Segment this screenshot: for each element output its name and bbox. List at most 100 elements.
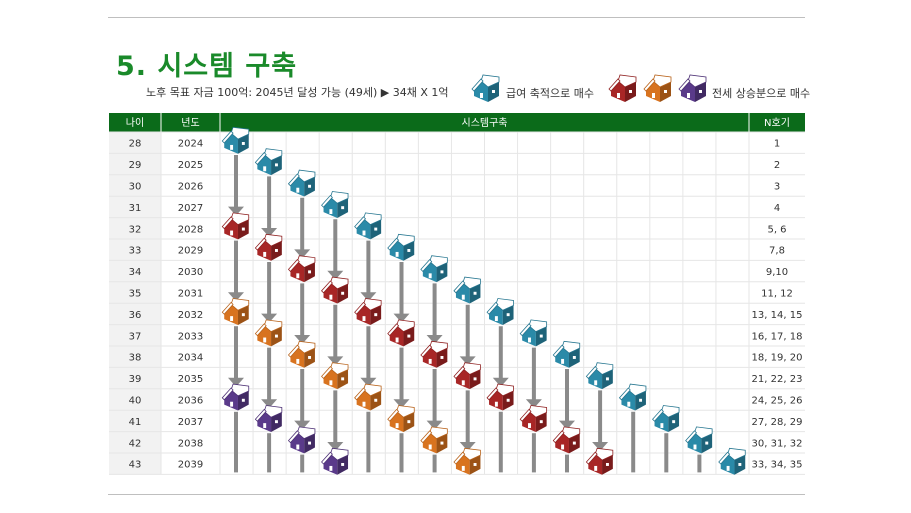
bottom-divider (108, 494, 805, 495)
cell-house-no: 4 (774, 203, 780, 214)
house-icon (254, 405, 283, 432)
arrow-head (393, 313, 410, 323)
house-icon (387, 319, 415, 347)
cell-year: 2031 (178, 289, 203, 300)
house-icon (354, 212, 382, 240)
house-icon (486, 298, 514, 325)
house-icon (287, 340, 316, 368)
cell-year: 2037 (178, 417, 203, 428)
cell-house-no: 9,10 (766, 267, 788, 278)
house-icon (420, 255, 448, 283)
arrow-head (525, 399, 542, 409)
arrows (228, 155, 702, 473)
cell-age: 28 (129, 139, 142, 150)
arrow-head (294, 249, 311, 259)
header-house-no: N호기 (764, 117, 790, 129)
house-icon (519, 319, 548, 347)
cell-age: 35 (129, 289, 142, 300)
cell-age: 42 (129, 438, 142, 449)
arrow-head (327, 356, 344, 366)
header-age: 나이 (126, 117, 144, 129)
cell-house-no: 5, 6 (767, 224, 786, 235)
cell-age: 32 (129, 224, 142, 235)
arrow-head (294, 420, 311, 430)
arrow-head (393, 399, 410, 409)
arrow-head (261, 228, 278, 237)
house-icon (387, 405, 415, 432)
arrow-head (327, 270, 344, 280)
house-icon (321, 276, 349, 304)
house-icon (287, 426, 316, 454)
house-icon (387, 233, 415, 261)
page-title: 5. 시스템 구축 (116, 51, 298, 82)
house-icon (287, 255, 316, 283)
cell-year: 2026 (178, 182, 203, 193)
cell-house-no: 27, 28, 29 (752, 417, 803, 428)
cell-house-no: 1 (774, 139, 780, 150)
cell-year: 2025 (178, 160, 203, 171)
cell-age: 30 (129, 182, 142, 193)
cell-year: 2039 (178, 460, 203, 471)
house-icon (685, 426, 713, 454)
house-icon (718, 447, 746, 475)
cell-age: 36 (129, 310, 142, 321)
cell-age: 40 (129, 396, 142, 407)
arrow-head (261, 313, 278, 323)
house-icon (221, 126, 250, 154)
house-icon (354, 383, 382, 411)
house-icon (420, 340, 448, 368)
cell-year: 2030 (178, 267, 203, 278)
top-divider (108, 17, 805, 18)
arrow-head (360, 292, 377, 302)
house-icon (486, 383, 514, 411)
arrow-head (327, 442, 344, 451)
house-icon (618, 383, 647, 411)
house-icon (420, 426, 448, 454)
house-icon (221, 298, 250, 325)
arrow-head (459, 442, 476, 451)
cell-year: 2034 (178, 353, 203, 364)
house-icon (354, 298, 382, 325)
house-icon (652, 405, 680, 432)
arrow-head (360, 377, 377, 387)
arrow-head (228, 206, 244, 216)
arrow-head (559, 420, 575, 430)
arrow-head (426, 420, 443, 430)
cell-house-no: 30, 31, 32 (752, 438, 803, 449)
cell-house-no: 21, 22, 23 (752, 374, 803, 385)
cell-house-no: 2 (774, 160, 780, 171)
cell-house-no: 7,8 (769, 246, 785, 257)
arrow-head (492, 377, 509, 387)
house-icon (453, 276, 481, 304)
header-system: 시스템구축 (462, 117, 508, 129)
cell-year: 2038 (178, 438, 203, 449)
house-icon (321, 191, 349, 218)
cell-house-no: 18, 19, 20 (752, 353, 803, 364)
cell-year: 2036 (178, 396, 203, 407)
house-icon (321, 362, 349, 390)
header-year: 년도 (181, 117, 199, 129)
cell-age: 43 (129, 460, 142, 471)
cell-age: 38 (129, 353, 142, 364)
arrow-head (294, 335, 311, 344)
house-icon (254, 319, 283, 347)
cell-age: 31 (129, 203, 142, 214)
cell-house-no: 3 (774, 182, 780, 193)
cell-year: 2027 (178, 203, 203, 214)
cell-age: 29 (129, 160, 142, 171)
cell-year: 2029 (178, 246, 203, 257)
arrow-head (228, 377, 244, 387)
cell-age: 39 (129, 374, 142, 385)
houses (221, 126, 746, 475)
cell-house-no: 16, 17, 18 (752, 331, 803, 342)
house-icon (585, 447, 614, 475)
arrow-head (592, 442, 609, 451)
house-icon (453, 362, 481, 390)
house-icon (585, 362, 614, 390)
house-icon (453, 447, 481, 475)
cell-house-no: 33, 34, 35 (752, 460, 803, 471)
cell-year: 2033 (178, 331, 203, 342)
legend-salary-label: 급여 축적으로 매수 (506, 87, 594, 100)
cell-age: 34 (129, 267, 142, 278)
cell-year: 2024 (178, 139, 203, 150)
